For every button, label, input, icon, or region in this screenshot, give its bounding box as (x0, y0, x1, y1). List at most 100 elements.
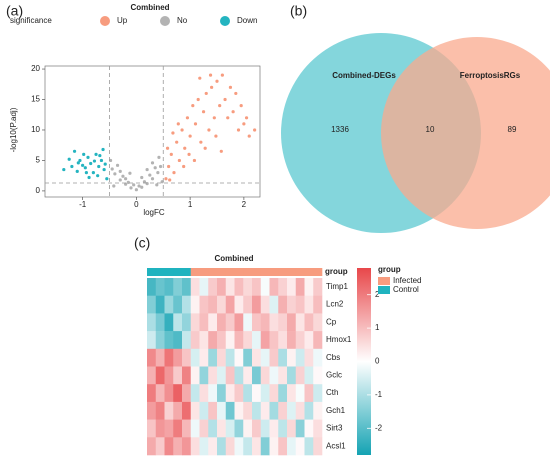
point (193, 122, 198, 126)
heat-cell (217, 295, 227, 314)
point (196, 97, 200, 102)
heat-cell (313, 295, 323, 314)
heat-cell (252, 313, 262, 332)
legend-swatch (160, 16, 170, 26)
point (188, 134, 192, 138)
heat-cell (199, 331, 209, 350)
point (215, 79, 219, 83)
heat-cell (278, 437, 288, 456)
heat-cell (173, 295, 183, 314)
legend-label: Down (237, 16, 257, 25)
point (204, 91, 208, 96)
point (210, 85, 214, 89)
heat-cell (304, 278, 314, 296)
heat-cell (304, 437, 314, 456)
set-label: FerroptosisRGs (460, 71, 521, 80)
heat-cell (208, 437, 218, 456)
point (234, 91, 238, 96)
point (129, 186, 133, 190)
color-tick-label: 2 (375, 290, 380, 299)
heat-cell (164, 348, 174, 367)
color-tick-label: -2 (375, 423, 383, 432)
heat-cell (252, 278, 262, 296)
heat-cell (208, 366, 218, 385)
point (145, 167, 149, 172)
y-tick-label: 0 (36, 186, 41, 195)
legend-label: No (177, 16, 188, 25)
point (242, 122, 246, 126)
heat-cell (199, 348, 209, 367)
point (247, 134, 251, 138)
heat-cell (155, 278, 165, 296)
point (150, 177, 155, 181)
point (148, 173, 152, 177)
point (97, 164, 101, 169)
point (192, 158, 197, 163)
heat-cell (173, 313, 183, 332)
point (110, 167, 114, 171)
heat-cell (243, 366, 253, 385)
point (171, 131, 175, 135)
heat-cell (269, 331, 279, 350)
point (118, 178, 122, 182)
group-cell (173, 268, 183, 276)
point (102, 167, 106, 172)
point (101, 147, 105, 152)
row-label: Cp (326, 317, 337, 326)
group-cell (155, 268, 165, 276)
heat-cell (260, 278, 270, 296)
heat-cell (243, 295, 253, 314)
heat-cell (243, 313, 253, 332)
heat-cell (147, 401, 157, 420)
heat-cell (182, 366, 192, 385)
heat-cell (304, 419, 314, 438)
heat-cell (234, 419, 244, 438)
plot-area (44, 65, 261, 198)
heat-cell (313, 437, 323, 456)
heat-cell (199, 419, 209, 438)
heat-cell (225, 313, 235, 332)
heat-cell (313, 419, 323, 438)
heat-cell (208, 313, 218, 332)
heat-cell (225, 295, 235, 314)
point (168, 178, 172, 182)
y-tick-label: 10 (31, 125, 40, 134)
heat-cell (287, 313, 297, 332)
color-tick-label: 1 (375, 323, 380, 332)
heatmap-title: Combined (214, 254, 253, 263)
point (212, 116, 216, 120)
heat-cell (199, 384, 209, 403)
heat-cell (313, 384, 323, 403)
heat-cell (260, 331, 270, 350)
heat-cell (287, 401, 297, 420)
point (145, 181, 149, 186)
heat-cell (269, 278, 279, 296)
group-cell (147, 268, 157, 276)
heat-cell (304, 348, 314, 367)
heat-cell (173, 278, 183, 296)
point (118, 169, 122, 174)
heat-cell (155, 419, 165, 438)
point (115, 163, 120, 167)
point (169, 152, 173, 156)
heat-cell (190, 401, 200, 420)
point (126, 180, 130, 184)
heat-cell (225, 419, 235, 438)
x-tick-label: 2 (242, 200, 247, 209)
heat-cell (155, 348, 165, 367)
heat-cell (164, 384, 174, 403)
heat-cell (155, 331, 165, 350)
color-tick-label: -1 (375, 390, 383, 399)
heat-cell (147, 366, 157, 385)
heat-cell (199, 401, 209, 420)
point (75, 169, 79, 174)
y-tick-label: 15 (31, 95, 40, 104)
heat-cell (313, 331, 323, 350)
point (112, 184, 116, 188)
heat-cell (225, 348, 235, 367)
color-tick-label: 0 (375, 357, 380, 366)
heat-cell (243, 419, 253, 438)
point (91, 171, 95, 175)
point (124, 177, 128, 181)
group-cell (243, 268, 253, 276)
